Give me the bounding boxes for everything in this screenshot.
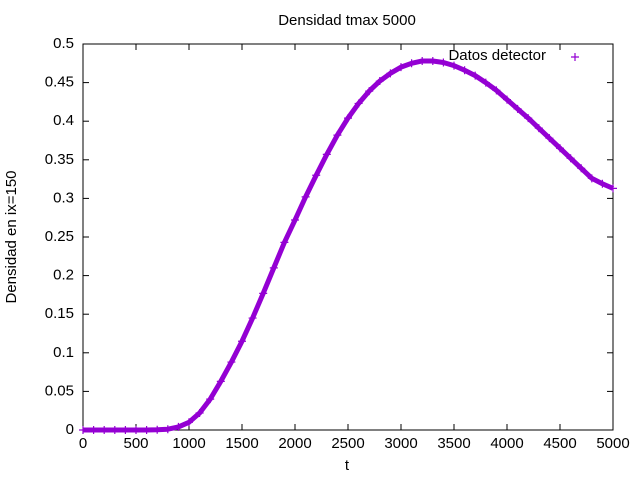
data-point bbox=[333, 131, 342, 140]
data-point bbox=[291, 216, 299, 225]
data-point bbox=[407, 59, 416, 68]
data-point bbox=[185, 418, 193, 427]
y-tick-label: 0.4 bbox=[53, 112, 74, 129]
data-point bbox=[503, 95, 511, 104]
y-tick-label: 0.15 bbox=[45, 305, 74, 322]
x-tick-label: 5000 bbox=[596, 435, 629, 452]
y-tick-label: 0.25 bbox=[45, 228, 74, 245]
chart-title: Densidad tmax 5000 bbox=[278, 12, 416, 29]
data-point bbox=[100, 426, 109, 434]
data-point bbox=[439, 58, 448, 67]
data-point bbox=[79, 426, 87, 434]
y-tick-label: 0.45 bbox=[45, 74, 74, 91]
data-point bbox=[195, 409, 204, 418]
data-point bbox=[163, 425, 172, 434]
x-tick-label: 1000 bbox=[172, 435, 205, 452]
data-point bbox=[428, 56, 437, 65]
x-axis-label: t bbox=[345, 457, 350, 474]
plot-frame bbox=[82, 43, 614, 431]
data-point bbox=[534, 124, 543, 133]
data-point bbox=[174, 422, 183, 431]
data-point bbox=[524, 114, 533, 123]
data-point bbox=[492, 86, 501, 95]
x-tick-label: 3000 bbox=[384, 435, 417, 452]
y-tick-label: 0.05 bbox=[45, 382, 74, 399]
data-point bbox=[397, 63, 405, 72]
legend-label: Datos detector bbox=[448, 47, 546, 64]
data-point bbox=[471, 71, 480, 80]
data-point bbox=[375, 77, 384, 86]
data-point bbox=[587, 174, 596, 183]
x-tick-label: 500 bbox=[123, 435, 148, 452]
y-tick-label: 0.1 bbox=[53, 344, 74, 361]
data-point bbox=[89, 426, 98, 434]
data-point bbox=[227, 358, 236, 367]
data-point bbox=[301, 192, 310, 201]
data-point bbox=[110, 426, 119, 434]
data-point bbox=[121, 426, 130, 434]
data-point bbox=[365, 87, 374, 96]
x-tick-label: 2500 bbox=[331, 435, 364, 452]
data-point bbox=[460, 66, 469, 75]
y-tick-label: 0.3 bbox=[53, 189, 74, 206]
data-point bbox=[206, 395, 215, 404]
data-point bbox=[386, 69, 395, 78]
data-point bbox=[153, 425, 162, 434]
data-point bbox=[418, 56, 427, 65]
data-point bbox=[577, 164, 586, 173]
data-point bbox=[132, 426, 140, 434]
y-tick-label: 0.2 bbox=[53, 267, 74, 284]
data-point bbox=[216, 377, 225, 386]
x-tick-label: 1500 bbox=[225, 435, 258, 452]
x-tick-label: 4000 bbox=[490, 435, 523, 452]
x-tick-label: 0 bbox=[79, 435, 87, 452]
data-point bbox=[481, 78, 490, 87]
data-point bbox=[545, 134, 554, 143]
x-tick-label: 3500 bbox=[437, 435, 470, 452]
y-tick-label: 0 bbox=[66, 421, 74, 438]
y-tick-label: 0.35 bbox=[45, 151, 74, 168]
x-tick-label: 4500 bbox=[543, 435, 576, 452]
legend-marker bbox=[571, 53, 579, 61]
data-point bbox=[269, 263, 278, 272]
data-point bbox=[259, 289, 268, 298]
data-point bbox=[344, 114, 352, 123]
data-point bbox=[513, 104, 522, 113]
x-tick-label: 2000 bbox=[278, 435, 311, 452]
data-point bbox=[238, 337, 246, 346]
data-point bbox=[280, 238, 289, 247]
data-point bbox=[248, 314, 257, 323]
data-point bbox=[354, 99, 363, 108]
data-point bbox=[312, 171, 321, 180]
y-tick-label: 0.5 bbox=[53, 35, 74, 52]
data-point bbox=[598, 179, 607, 188]
data-point bbox=[322, 150, 331, 159]
y-axis-label: Densidad en ix=150 bbox=[3, 170, 20, 303]
data-point bbox=[566, 154, 575, 163]
data-point bbox=[556, 144, 564, 153]
data-point bbox=[609, 184, 617, 193]
data-point bbox=[142, 426, 151, 434]
data-point bbox=[450, 61, 458, 70]
